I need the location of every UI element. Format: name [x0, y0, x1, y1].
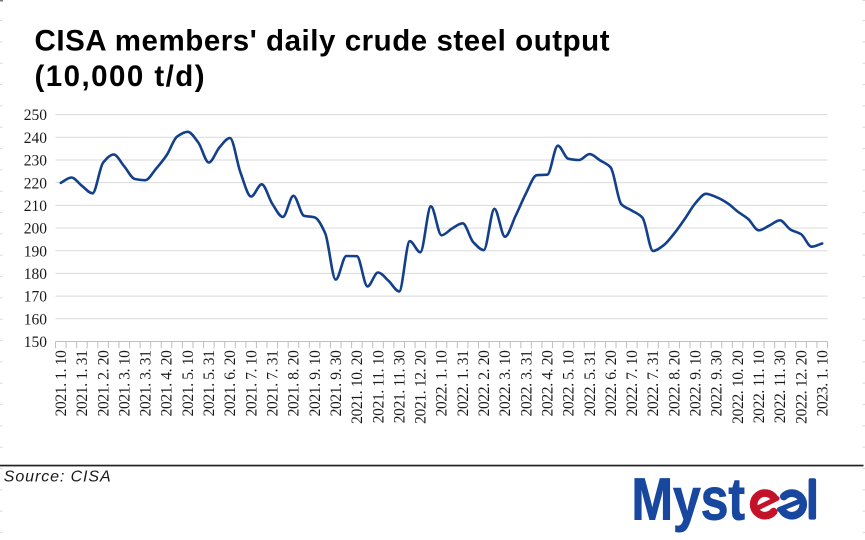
- svg-text:160: 160: [24, 311, 48, 328]
- svg-text:2021. 5. 10: 2021. 5. 10: [180, 350, 197, 417]
- svg-text:2022. 1. 31: 2022. 1. 31: [455, 351, 472, 417]
- svg-text:2021. 11. 30: 2021. 11. 30: [391, 350, 408, 423]
- svg-text:2022. 8. 20: 2022. 8. 20: [666, 350, 683, 417]
- svg-text:2021. 1. 10: 2021. 1. 10: [53, 350, 70, 417]
- svg-text:190: 190: [24, 243, 48, 260]
- svg-text:2021. 9. 30: 2021. 9. 30: [328, 350, 345, 417]
- svg-text:2022. 11. 10: 2022. 11. 10: [751, 350, 768, 423]
- svg-text:2021. 4. 20: 2021. 4. 20: [159, 350, 176, 417]
- svg-text:2022. 7. 10: 2022. 7. 10: [624, 350, 641, 417]
- svg-text:2021. 6. 20: 2021. 6. 20: [222, 350, 239, 417]
- svg-text:220: 220: [24, 175, 48, 192]
- svg-text:2022. 6. 20: 2022. 6. 20: [603, 350, 620, 417]
- svg-text:2021. 5. 31: 2021. 5. 31: [201, 351, 218, 417]
- svg-text:170: 170: [24, 289, 48, 306]
- svg-text:2021. 10. 20: 2021. 10. 20: [349, 350, 366, 424]
- svg-text:2021. 12. 20: 2021. 12. 20: [413, 350, 430, 424]
- svg-text:(10,000 t/d): (10,000 t/d): [35, 60, 207, 93]
- svg-text:2022. 3. 31: 2022. 3. 31: [518, 351, 535, 417]
- svg-text:2022. 9. 10: 2022. 9. 10: [688, 350, 705, 417]
- svg-text:2021. 11. 10: 2021. 11. 10: [370, 350, 387, 423]
- svg-text:2022. 12. 20: 2022. 12. 20: [793, 350, 810, 424]
- svg-text:CISA members' daily crude stee: CISA members' daily crude steel output: [35, 24, 611, 57]
- svg-text:Source: CISA: Source: CISA: [4, 469, 112, 486]
- svg-text:2022. 5. 10: 2022. 5. 10: [561, 350, 578, 417]
- svg-text:2021. 2. 20: 2021. 2. 20: [95, 350, 112, 417]
- svg-text:150: 150: [24, 334, 48, 351]
- svg-text:2022. 11. 30: 2022. 11. 30: [772, 350, 789, 423]
- svg-text:2021. 9. 10: 2021. 9. 10: [307, 350, 324, 417]
- svg-text:2021. 3. 31: 2021. 3. 31: [138, 351, 155, 417]
- svg-text:2021. 1. 31: 2021. 1. 31: [74, 351, 91, 417]
- svg-text:2021. 3. 10: 2021. 3. 10: [116, 350, 133, 417]
- svg-text:2021. 8. 20: 2021. 8. 20: [286, 350, 303, 417]
- svg-text:200: 200: [24, 221, 48, 238]
- svg-text:2022. 9. 30: 2022. 9. 30: [709, 350, 726, 417]
- svg-text:180: 180: [24, 266, 48, 283]
- svg-text:2021. 7. 31: 2021. 7. 31: [264, 351, 281, 417]
- svg-text:2022. 3. 10: 2022. 3. 10: [497, 350, 514, 417]
- svg-text:2022. 2. 20: 2022. 2. 20: [476, 350, 493, 417]
- svg-text:230: 230: [24, 153, 48, 170]
- svg-text:2022. 7. 31: 2022. 7. 31: [645, 351, 662, 417]
- svg-text:240: 240: [24, 130, 48, 147]
- svg-text:2022. 4. 20: 2022. 4. 20: [539, 350, 556, 417]
- svg-text:2023. 1. 10: 2023. 1. 10: [814, 350, 831, 417]
- svg-text:2022. 1. 10: 2022. 1. 10: [434, 350, 451, 417]
- svg-text:250: 250: [24, 107, 48, 124]
- svg-text:2021. 7. 10: 2021. 7. 10: [243, 350, 260, 417]
- svg-text:Myst: Myst: [632, 467, 746, 533]
- svg-text:2022. 5. 31: 2022. 5. 31: [582, 351, 599, 417]
- svg-text:210: 210: [24, 198, 48, 215]
- svg-text:2022. 10. 20: 2022. 10. 20: [730, 350, 747, 424]
